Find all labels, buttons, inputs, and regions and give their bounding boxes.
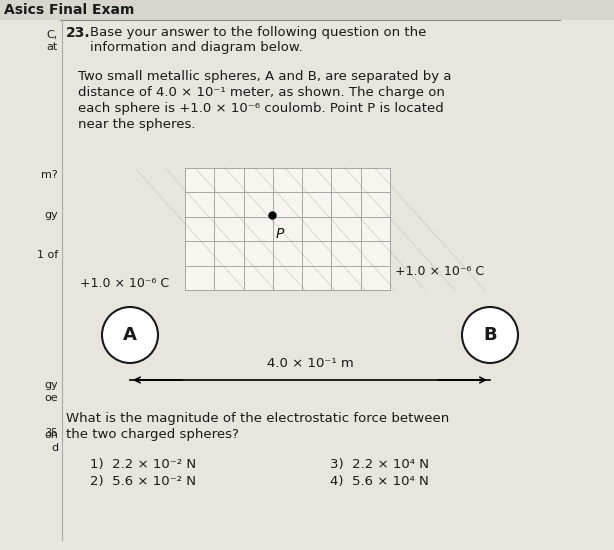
Text: at: at <box>47 42 58 52</box>
Text: d: d <box>51 443 58 453</box>
Text: Two small metallic spheres, A and B, are separated by a: Two small metallic spheres, A and B, are… <box>78 70 451 83</box>
Text: 2)  5.6 × 10⁻² N: 2) 5.6 × 10⁻² N <box>90 475 196 488</box>
Bar <box>0 0 614 20</box>
Text: distance of 4.0 × 10⁻¹ meter, as shown. The charge on: distance of 4.0 × 10⁻¹ meter, as shown. … <box>78 86 445 99</box>
Text: 4.0 × 10⁻¹ m: 4.0 × 10⁻¹ m <box>266 357 354 370</box>
Text: near the spheres.: near the spheres. <box>78 118 195 131</box>
Text: on: on <box>44 430 58 440</box>
Text: Asics Final Exam: Asics Final Exam <box>4 3 134 17</box>
Circle shape <box>102 307 158 363</box>
Text: C,: C, <box>47 30 58 40</box>
Text: 3)  2.2 × 10⁴ N: 3) 2.2 × 10⁴ N <box>330 458 429 471</box>
Text: 4)  5.6 × 10⁴ N: 4) 5.6 × 10⁴ N <box>330 475 429 488</box>
Text: What is the magnitude of the electrostatic force between: What is the magnitude of the electrostat… <box>66 412 449 425</box>
Text: m?: m? <box>41 170 58 180</box>
Text: P: P <box>276 227 284 241</box>
Text: oe: oe <box>44 393 58 403</box>
Text: information and diagram below.: information and diagram below. <box>90 41 303 54</box>
Text: +1.0 × 10⁻⁶ C: +1.0 × 10⁻⁶ C <box>395 265 484 278</box>
Text: 1 of: 1 of <box>37 250 58 260</box>
Text: 35: 35 <box>45 428 58 438</box>
Text: gy: gy <box>44 380 58 390</box>
Text: the two charged spheres?: the two charged spheres? <box>66 428 239 441</box>
Text: gy: gy <box>44 210 58 220</box>
Bar <box>185 168 390 290</box>
Circle shape <box>462 307 518 363</box>
Text: Base your answer to the following question on the: Base your answer to the following questi… <box>90 26 426 39</box>
Text: B: B <box>483 326 497 344</box>
Text: 23.: 23. <box>66 26 91 40</box>
Text: each sphere is +1.0 × 10⁻⁶ coulomb. Point P is located: each sphere is +1.0 × 10⁻⁶ coulomb. Poin… <box>78 102 444 115</box>
Text: 1)  2.2 × 10⁻² N: 1) 2.2 × 10⁻² N <box>90 458 196 471</box>
Text: A: A <box>123 326 137 344</box>
Text: +1.0 × 10⁻⁶ C: +1.0 × 10⁻⁶ C <box>80 277 169 290</box>
